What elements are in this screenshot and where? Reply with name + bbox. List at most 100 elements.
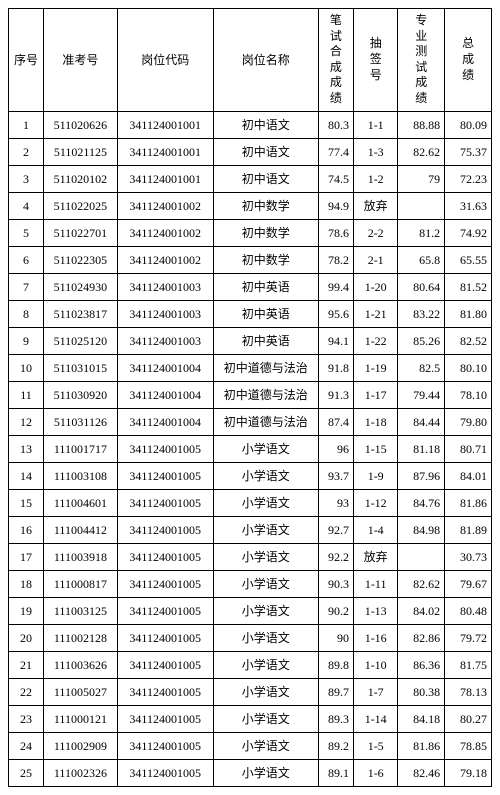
table-body: 1511020626341124001001初中语文80.31-188.8880… xyxy=(9,111,492,786)
cell-prof: 80.64 xyxy=(398,273,445,300)
cell-job-name: 小学语文 xyxy=(213,435,318,462)
cell-exam-no: 511022025 xyxy=(44,192,118,219)
cell-exam-no: 511023817 xyxy=(44,300,118,327)
cell-draw: 1-3 xyxy=(353,138,397,165)
cell-written: 90.2 xyxy=(318,597,353,624)
cell-prof: 81.2 xyxy=(398,219,445,246)
cell-draw: 1-12 xyxy=(353,489,397,516)
cell-exam-no: 111005027 xyxy=(44,678,118,705)
cell-prof: 81.18 xyxy=(398,435,445,462)
cell-seq: 14 xyxy=(9,462,44,489)
cell-prof xyxy=(398,192,445,219)
cell-draw: 1-6 xyxy=(353,759,397,786)
cell-job-code: 341124001005 xyxy=(117,624,213,651)
cell-written: 89.7 xyxy=(318,678,353,705)
table-row: 14111003108341124001005小学语文93.71-987.968… xyxy=(9,462,492,489)
cell-seq: 7 xyxy=(9,273,44,300)
cell-draw: 1-17 xyxy=(353,381,397,408)
cell-exam-no: 511031015 xyxy=(44,354,118,381)
cell-total: 82.52 xyxy=(445,327,492,354)
cell-exam-no: 111000121 xyxy=(44,705,118,732)
cell-prof: 79 xyxy=(398,165,445,192)
cell-total: 84.01 xyxy=(445,462,492,489)
cell-total: 78.10 xyxy=(445,381,492,408)
cell-job-name: 初中英语 xyxy=(213,273,318,300)
cell-prof: 86.36 xyxy=(398,651,445,678)
cell-job-code: 341124001001 xyxy=(117,138,213,165)
cell-prof: 83.22 xyxy=(398,300,445,327)
cell-exam-no: 111000817 xyxy=(44,570,118,597)
cell-total: 78.85 xyxy=(445,732,492,759)
cell-seq: 3 xyxy=(9,165,44,192)
cell-draw: 1-20 xyxy=(353,273,397,300)
cell-exam-no: 511022701 xyxy=(44,219,118,246)
cell-total: 65.55 xyxy=(445,246,492,273)
table-row: 9511025120341124001003初中英语94.11-2285.268… xyxy=(9,327,492,354)
cell-written: 93 xyxy=(318,489,353,516)
cell-total: 81.52 xyxy=(445,273,492,300)
table-row: 19111003125341124001005小学语文90.21-1384.02… xyxy=(9,597,492,624)
cell-seq: 9 xyxy=(9,327,44,354)
cell-job-name: 小学语文 xyxy=(213,516,318,543)
cell-job-code: 341124001001 xyxy=(117,165,213,192)
cell-draw: 放弃 xyxy=(353,192,397,219)
cell-written: 77.4 xyxy=(318,138,353,165)
cell-seq: 18 xyxy=(9,570,44,597)
table-row: 24111002909341124001005小学语文89.21-581.867… xyxy=(9,732,492,759)
cell-total: 72.23 xyxy=(445,165,492,192)
cell-exam-no: 111003918 xyxy=(44,543,118,570)
cell-total: 81.75 xyxy=(445,651,492,678)
table-row: 13111001717341124001005小学语文961-1581.1880… xyxy=(9,435,492,462)
cell-prof: 82.46 xyxy=(398,759,445,786)
cell-job-name: 初中道德与法治 xyxy=(213,408,318,435)
cell-total: 80.09 xyxy=(445,111,492,138)
cell-written: 99.4 xyxy=(318,273,353,300)
cell-prof: 82.5 xyxy=(398,354,445,381)
cell-seq: 10 xyxy=(9,354,44,381)
cell-written: 91.8 xyxy=(318,354,353,381)
cell-job-code: 341124001004 xyxy=(117,381,213,408)
cell-seq: 8 xyxy=(9,300,44,327)
cell-written: 92.7 xyxy=(318,516,353,543)
cell-exam-no: 111004601 xyxy=(44,489,118,516)
cell-seq: 2 xyxy=(9,138,44,165)
cell-exam-no: 111003108 xyxy=(44,462,118,489)
cell-job-name: 初中语文 xyxy=(213,138,318,165)
cell-job-name: 初中数学 xyxy=(213,192,318,219)
header-prof: 专业测试成绩 xyxy=(398,9,445,112)
cell-seq: 23 xyxy=(9,705,44,732)
cell-job-code: 341124001005 xyxy=(117,570,213,597)
cell-exam-no: 111003626 xyxy=(44,651,118,678)
cell-prof: 82.86 xyxy=(398,624,445,651)
cell-seq: 1 xyxy=(9,111,44,138)
cell-total: 81.80 xyxy=(445,300,492,327)
cell-exam-no: 511020626 xyxy=(44,111,118,138)
cell-job-code: 341124001005 xyxy=(117,597,213,624)
cell-job-code: 341124001003 xyxy=(117,327,213,354)
cell-total: 31.63 xyxy=(445,192,492,219)
cell-seq: 22 xyxy=(9,678,44,705)
cell-prof: 85.26 xyxy=(398,327,445,354)
cell-draw: 1-21 xyxy=(353,300,397,327)
table-row: 1511020626341124001001初中语文80.31-188.8880… xyxy=(9,111,492,138)
cell-job-name: 初中道德与法治 xyxy=(213,354,318,381)
cell-job-code: 341124001002 xyxy=(117,192,213,219)
cell-seq: 4 xyxy=(9,192,44,219)
cell-seq: 19 xyxy=(9,597,44,624)
cell-job-name: 小学语文 xyxy=(213,597,318,624)
cell-prof: 65.8 xyxy=(398,246,445,273)
cell-job-name: 小学语文 xyxy=(213,624,318,651)
cell-job-name: 初中数学 xyxy=(213,246,318,273)
table-row: 12511031126341124001004初中道德与法治87.41-1884… xyxy=(9,408,492,435)
cell-job-name: 小学语文 xyxy=(213,570,318,597)
header-draw: 抽签号 xyxy=(353,9,397,112)
cell-written: 89.8 xyxy=(318,651,353,678)
table-row: 2511021125341124001001初中语文77.41-382.6275… xyxy=(9,138,492,165)
cell-draw: 1-16 xyxy=(353,624,397,651)
cell-total: 81.89 xyxy=(445,516,492,543)
cell-total: 80.10 xyxy=(445,354,492,381)
cell-draw: 1-2 xyxy=(353,165,397,192)
cell-draw: 2-1 xyxy=(353,246,397,273)
cell-prof: 82.62 xyxy=(398,570,445,597)
cell-exam-no: 511022305 xyxy=(44,246,118,273)
